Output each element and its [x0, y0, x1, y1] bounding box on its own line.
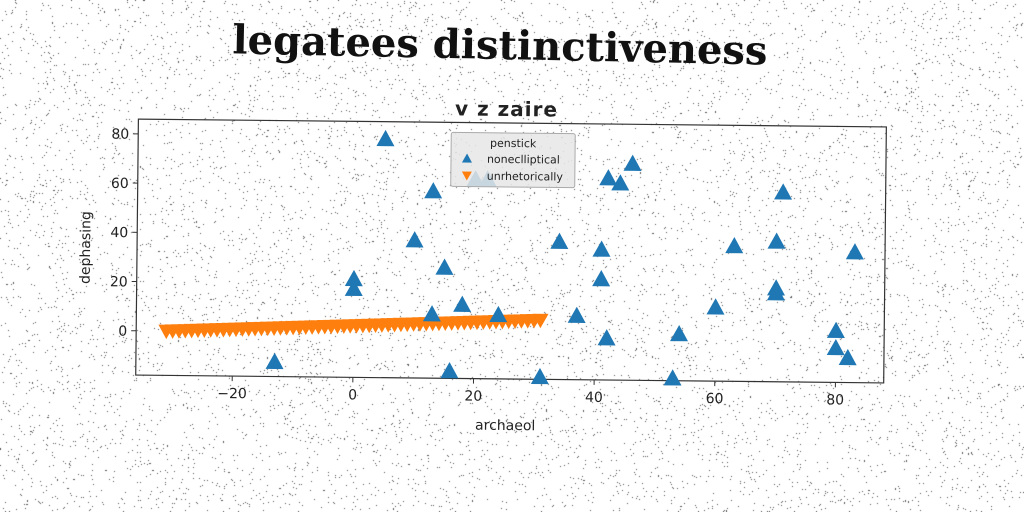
plot-area — [158, 129, 864, 386]
legend-label: noneclliptical — [487, 153, 560, 167]
data-point-noneclliptical — [592, 270, 611, 287]
data-point-noneclliptical — [670, 325, 689, 342]
data-point-unrhetorically — [532, 313, 549, 329]
x-axis: −20 0 20 40 60 80 — [217, 376, 844, 409]
y-tick-label: 60 — [111, 176, 129, 192]
data-point-noneclliptical — [826, 321, 845, 339]
x-tick-label: 40 — [585, 390, 603, 406]
y-tick-label: 40 — [110, 225, 128, 241]
data-point-noneclliptical — [706, 298, 725, 315]
data-point-noneclliptical — [767, 232, 786, 249]
data-point-noneclliptical — [489, 305, 508, 323]
y-axis: 0 20 40 60 80 — [110, 127, 139, 340]
x-tick-label: 60 — [706, 391, 724, 407]
data-point-noneclliptical — [376, 129, 395, 147]
data-point-noneclliptical — [405, 231, 424, 248]
data-point-noneclliptical — [774, 183, 793, 200]
legend: penstick noneclliptical unrhetorically — [450, 131, 576, 189]
data-point-noneclliptical — [567, 306, 586, 323]
data-point-noneclliptical — [826, 338, 845, 356]
legend-label: unrhetorically — [487, 170, 564, 184]
x-axis-label: archaeol — [475, 418, 535, 435]
x-tick-label: −20 — [217, 386, 247, 402]
y-tick-label: 20 — [110, 274, 128, 290]
legend-marker — [461, 171, 472, 181]
data-point-noneclliptical — [344, 279, 363, 297]
data-point-noneclliptical — [453, 295, 472, 312]
data-point-noneclliptical — [440, 361, 459, 379]
data-point-noneclliptical — [435, 258, 454, 275]
legend-box — [450, 131, 576, 189]
y-tick-label: 80 — [111, 127, 129, 143]
data-point-noneclliptical — [599, 169, 618, 186]
data-point-noneclliptical — [592, 240, 611, 257]
data-point-noneclliptical — [424, 182, 443, 199]
legend-title: penstick — [490, 137, 537, 150]
data-point-noneclliptical — [623, 154, 642, 171]
x-tick-label: 80 — [826, 392, 844, 408]
x-tick-label: 20 — [464, 389, 482, 405]
data-point-noneclliptical — [344, 269, 363, 287]
data-point-noneclliptical — [611, 174, 630, 191]
y-tick-label: 0 — [118, 324, 127, 340]
x-tick-label: 0 — [348, 387, 357, 403]
data-point-noneclliptical — [422, 305, 441, 322]
legend-marker — [461, 153, 472, 163]
chart-title: v z zaire — [455, 96, 558, 121]
data-point-noneclliptical — [845, 243, 864, 260]
data-point-noneclliptical — [766, 284, 785, 301]
data-point-noneclliptical — [725, 236, 744, 254]
plot-frame — [135, 118, 887, 384]
y-axis-label: dephasing — [78, 211, 95, 284]
data-point-noneclliptical — [530, 367, 549, 385]
data-point-noneclliptical — [550, 232, 569, 249]
data-point-noneclliptical — [663, 369, 682, 386]
data-point-noneclliptical — [265, 352, 284, 370]
data-point-noneclliptical — [838, 348, 857, 366]
data-point-noneclliptical — [597, 329, 616, 346]
